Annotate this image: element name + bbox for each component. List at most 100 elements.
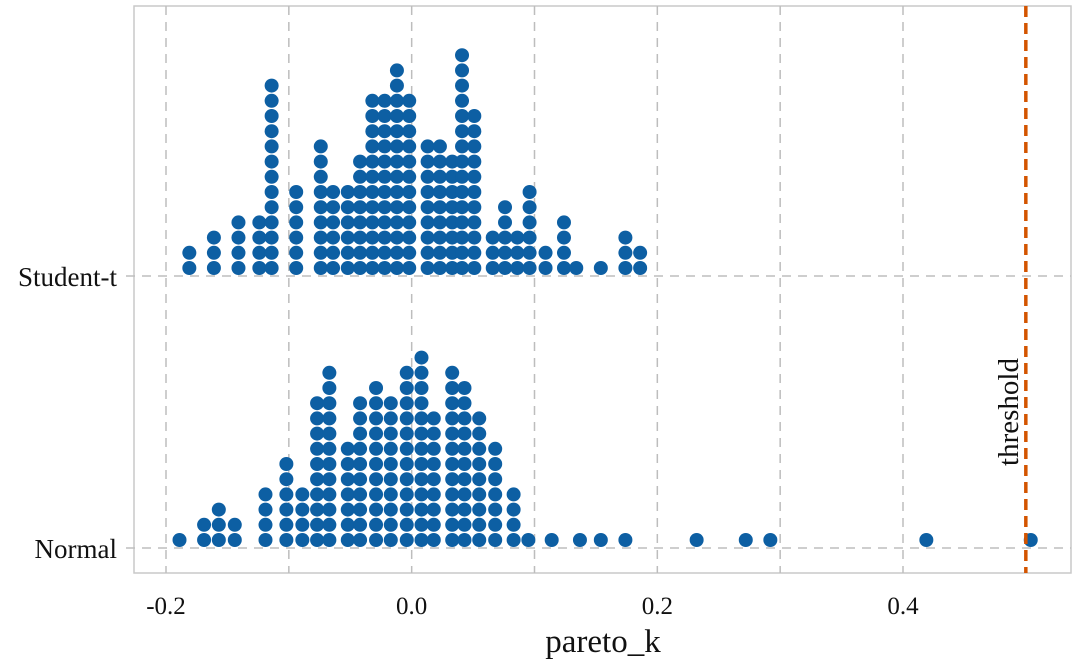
dot-student-t xyxy=(353,261,368,275)
dot-student-t xyxy=(402,245,417,260)
dot-student-t xyxy=(313,154,328,169)
dot-student-t xyxy=(377,200,392,215)
dot-student-t xyxy=(264,93,279,108)
dot-student-t xyxy=(498,200,513,215)
dot-student-t xyxy=(432,200,447,215)
dot-normal xyxy=(445,381,460,395)
dot-normal xyxy=(457,502,472,517)
dot-normal xyxy=(369,472,384,487)
dot-normal xyxy=(488,502,503,517)
dot-normal xyxy=(472,533,487,547)
dot-student-t xyxy=(420,139,435,154)
dot-normal xyxy=(322,381,337,395)
dot-normal xyxy=(340,487,355,502)
dot-student-t xyxy=(618,245,633,260)
dot-normal xyxy=(369,411,384,426)
dot-student-t xyxy=(455,169,470,184)
dot-student-t xyxy=(365,230,380,245)
dot-normal xyxy=(340,517,355,532)
dot-student-t xyxy=(264,261,279,275)
dot-student-t xyxy=(467,109,482,123)
dot-student-t xyxy=(498,261,513,275)
dot-normal xyxy=(258,517,273,532)
dot-student-t xyxy=(510,245,525,260)
dot-student-t xyxy=(264,154,279,169)
dot-student-t xyxy=(377,154,392,169)
dot-normal xyxy=(353,533,368,547)
dot-normal xyxy=(472,426,487,441)
dot-normal xyxy=(353,411,368,426)
dot-normal xyxy=(322,517,337,532)
dot-student-t xyxy=(389,261,404,275)
dot-student-t xyxy=(264,185,279,199)
dot-student-t xyxy=(377,215,392,230)
dot-student-t xyxy=(389,78,404,93)
dot-student-t xyxy=(389,245,404,260)
dot-student-t xyxy=(402,139,417,154)
dot-student-t xyxy=(326,215,341,230)
dot-normal xyxy=(369,533,384,547)
dot-student-t xyxy=(264,200,279,215)
dot-normal xyxy=(506,517,521,532)
dot-normal xyxy=(488,457,503,471)
dot-student-t xyxy=(432,185,447,199)
dot-student-t xyxy=(353,230,368,245)
xtick-label: 0.4 xyxy=(887,593,919,620)
dot-student-t xyxy=(377,261,392,275)
dot-student-t xyxy=(377,109,392,123)
dot-student-t xyxy=(467,200,482,215)
dot-normal xyxy=(310,533,325,547)
dot-normal xyxy=(414,381,429,395)
dot-student-t xyxy=(353,245,368,260)
dot-student-t xyxy=(313,169,328,184)
dot-student-t xyxy=(432,261,447,275)
dot-student-t xyxy=(289,245,304,260)
dot-normal xyxy=(353,517,368,532)
dot-normal xyxy=(211,502,226,517)
dot-normal xyxy=(258,487,273,502)
dot-student-t xyxy=(365,169,380,184)
dot-student-t xyxy=(455,109,470,123)
dot-student-t xyxy=(313,185,328,199)
dot-normal xyxy=(399,441,414,456)
dot-student-t xyxy=(485,261,500,275)
dot-normal xyxy=(472,441,487,456)
dot-student-t xyxy=(289,230,304,245)
dot-student-t xyxy=(455,200,470,215)
dot-normal xyxy=(488,533,503,547)
dot-student-t xyxy=(264,109,279,123)
dot-normal xyxy=(310,396,325,411)
dot-student-t xyxy=(389,169,404,184)
dot-normal xyxy=(488,441,503,456)
dot-normal xyxy=(457,441,472,456)
dot-normal xyxy=(279,533,294,547)
dot-normal xyxy=(457,457,472,471)
dot-normal xyxy=(369,381,384,395)
dot-student-t xyxy=(326,261,341,275)
dot-student-t xyxy=(522,245,537,260)
dot-normal xyxy=(369,441,384,456)
dot-normal xyxy=(211,517,226,532)
dot-student-t xyxy=(377,230,392,245)
dot-student-t xyxy=(538,245,553,260)
dot-student-t xyxy=(402,154,417,169)
dot-student-t xyxy=(340,185,355,199)
dot-normal xyxy=(322,365,337,380)
dot-normal xyxy=(383,472,398,487)
dot-student-t xyxy=(389,200,404,215)
dot-student-t xyxy=(432,215,447,230)
dot-normal xyxy=(227,517,242,532)
dot-student-t xyxy=(455,124,470,139)
dot-student-t xyxy=(326,200,341,215)
dot-normal xyxy=(399,502,414,517)
dot-student-t xyxy=(264,78,279,93)
dot-normal xyxy=(340,533,355,547)
dot-student-t xyxy=(455,245,470,260)
dot-student-t xyxy=(633,245,648,260)
dot-student-t xyxy=(365,124,380,139)
dot-student-t xyxy=(365,139,380,154)
dot-student-t xyxy=(289,200,304,215)
dot-normal xyxy=(322,396,337,411)
dot-student-t xyxy=(432,245,447,260)
dot-normal xyxy=(353,457,368,471)
